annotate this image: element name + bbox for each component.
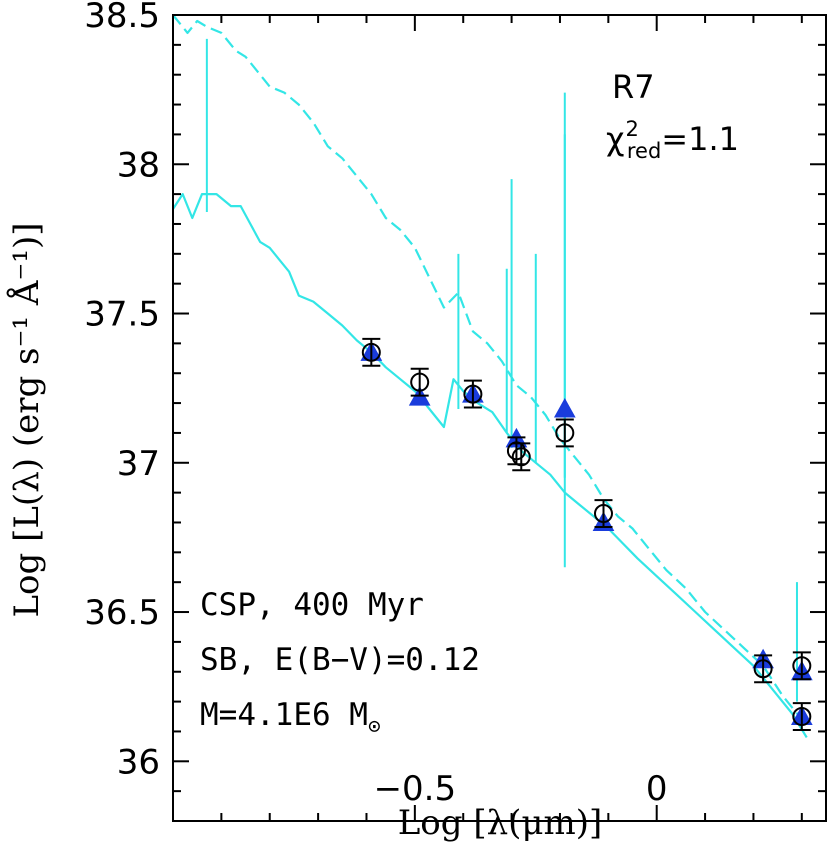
chi-subscript: red <box>627 139 661 163</box>
x-axis-title: Log [λ(μm)] <box>398 803 603 843</box>
triangle-marker <box>553 398 576 418</box>
y-tick-label: 38 <box>117 145 160 185</box>
observed-point <box>410 372 430 392</box>
y-tick-label: 38.5 <box>84 0 160 36</box>
model-spectrum-reddened-line <box>172 193 808 738</box>
region-label: R7 <box>612 68 655 106</box>
observed-point <box>792 656 812 676</box>
x-tick-label: −0.5 <box>374 769 457 809</box>
sun-symbol: ⊙ <box>368 714 381 738</box>
tick-labels: 36 36.5 37 37.5 38 38.5 −0.5 0 <box>84 0 667 809</box>
y-tick-label: 37 <box>117 444 160 484</box>
observed-point <box>506 441 526 461</box>
extinction-label: SB, E(B−V)=0.12 <box>200 642 480 678</box>
y-tick-label: 36 <box>117 742 160 782</box>
observed-point <box>511 447 531 467</box>
mass-label: M=4.1E6 M⊙ <box>200 697 381 738</box>
photometry-markers <box>360 337 813 731</box>
chi-symbol: χ <box>606 120 624 158</box>
observed-point <box>753 659 773 679</box>
observed-point <box>361 342 381 362</box>
observed-point <box>463 384 483 404</box>
plot-frame <box>172 14 827 822</box>
mass-text: M=4.1E6 M <box>200 697 368 733</box>
population-label: CSP, 400 Myr <box>200 587 424 623</box>
observed-point <box>555 423 575 443</box>
chi-square-label: χ2 red=1.1 <box>606 117 739 163</box>
y-tick-label: 37.5 <box>84 295 160 335</box>
chi-superscript: 2 <box>625 117 638 141</box>
observed-point <box>593 504 613 524</box>
axis-ticks <box>172 14 826 822</box>
model-spectrum-unreddened-line <box>172 14 808 727</box>
observed-point <box>792 707 812 727</box>
chi-value: =1.1 <box>661 120 739 158</box>
y-axis-title: Log [L(λ) (erg s⁻¹ Å⁻¹)] <box>6 222 47 617</box>
y-tick-label: 36.5 <box>84 593 160 633</box>
x-tick-label: 0 <box>646 769 668 809</box>
